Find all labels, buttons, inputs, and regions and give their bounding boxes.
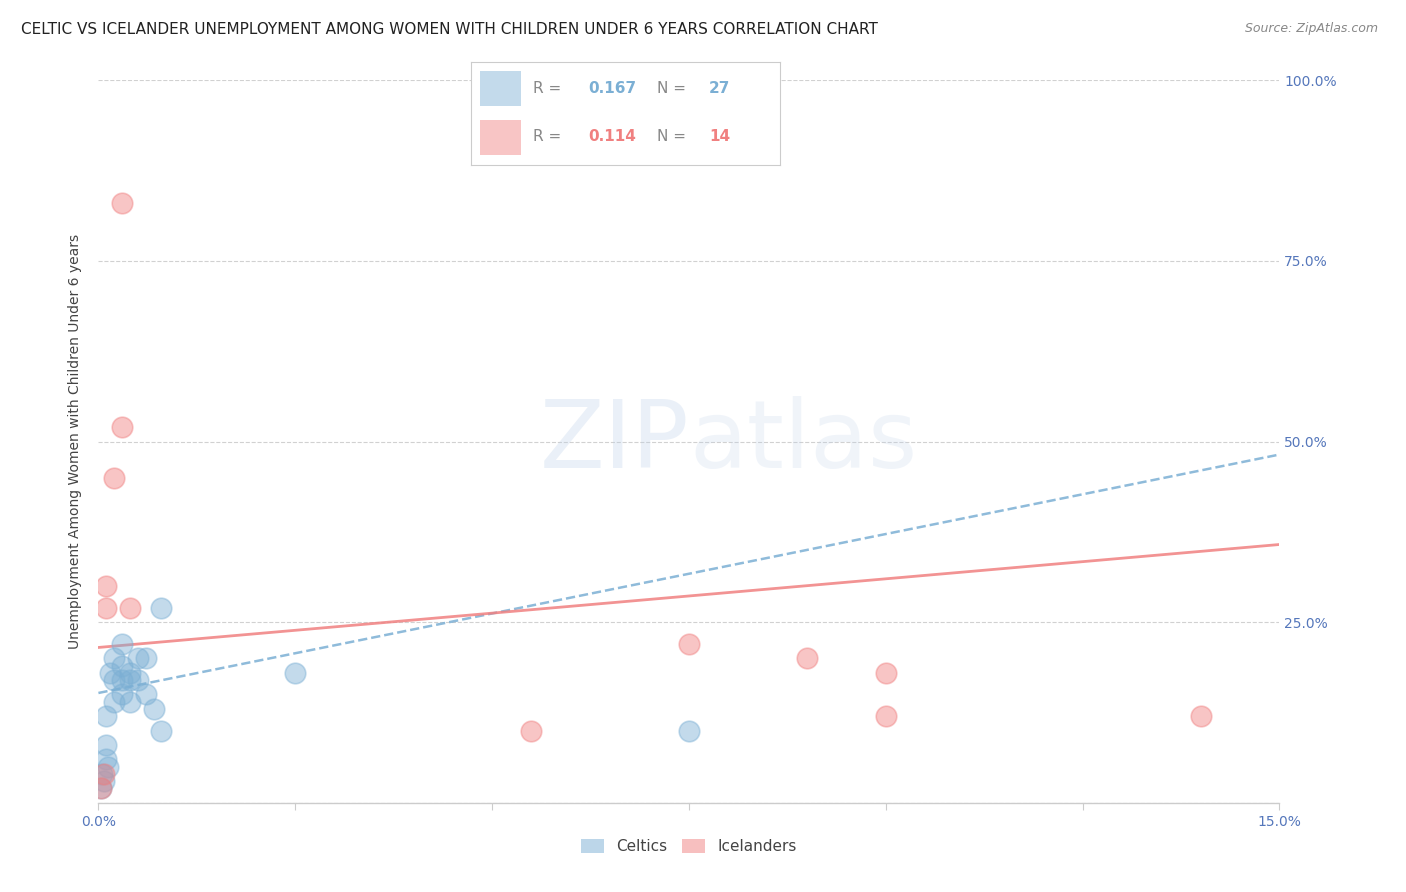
Bar [481,120,520,155]
Point [678,723,700,738]
Point [103,651,125,665]
Point [111,673,134,687]
Point [520,723,543,738]
Text: 0.114: 0.114 [589,128,637,144]
Point [98,665,121,680]
Point [127,651,149,665]
Point [96,709,118,723]
Point [96,752,118,766]
Point [111,196,134,211]
Legend: Celtics, Icelanders: Celtics, Icelanders [575,833,803,860]
Text: N =: N = [657,128,690,144]
Point [127,673,149,687]
Point [142,702,165,716]
Text: 0.167: 0.167 [589,80,637,95]
Y-axis label: Unemployment Among Women with Children Under 6 years: Unemployment Among Women with Children U… [69,234,83,649]
Text: 14: 14 [709,128,730,144]
Point [96,579,118,593]
Point [93,767,115,781]
Point [103,673,125,687]
Text: N =: N = [657,80,690,95]
Point [96,738,118,752]
Text: atlas: atlas [689,395,917,488]
Text: Source: ZipAtlas.com: Source: ZipAtlas.com [1244,22,1378,36]
Text: R =: R = [533,80,567,95]
Bar [481,70,520,105]
Point [111,687,134,701]
Point [118,600,141,615]
Point [150,600,173,615]
Point [103,470,125,484]
Point [96,600,118,615]
Point [1189,709,1212,723]
Point [90,781,112,796]
Text: CELTIC VS ICELANDER UNEMPLOYMENT AMONG WOMEN WITH CHILDREN UNDER 6 YEARS CORRELA: CELTIC VS ICELANDER UNEMPLOYMENT AMONG W… [21,22,877,37]
Point [875,665,897,680]
Point [91,767,114,781]
Point [678,637,700,651]
Point [284,665,307,680]
Point [135,651,157,665]
Point [90,781,112,796]
Point [103,695,125,709]
Text: 27: 27 [709,80,731,95]
Text: ZIP: ZIP [540,395,689,488]
Text: R =: R = [533,128,567,144]
Point [111,658,134,673]
Point [118,665,141,680]
Point [875,709,897,723]
Point [118,695,141,709]
Point [97,760,120,774]
Point [135,687,157,701]
Point [111,637,134,651]
Point [796,651,818,665]
Point [93,774,115,789]
Point [118,673,141,687]
Point [111,420,134,434]
Point [150,723,173,738]
